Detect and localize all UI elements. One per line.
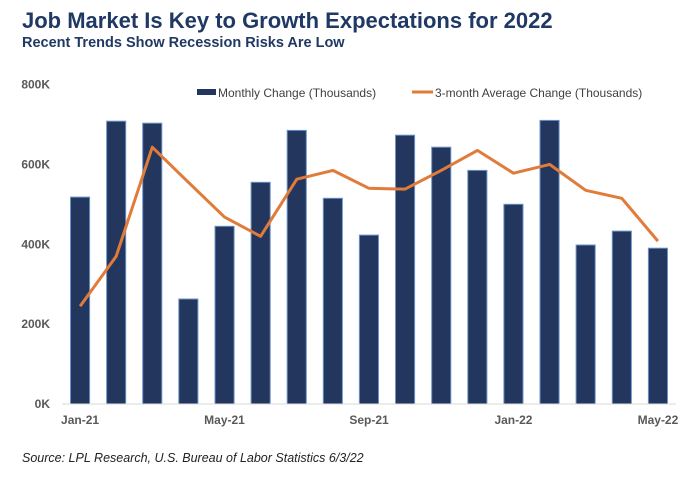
bar-jul-21 [286, 129, 307, 405]
x-tick-label: Jan-22 [494, 413, 532, 427]
bar-apr-22 [611, 230, 632, 405]
x-tick-label: Jan-21 [61, 413, 99, 427]
bar-sep-21 [358, 234, 379, 405]
legend-label-average: 3-month Average Change (Thousands) [435, 86, 642, 100]
bar-nov-21 [431, 146, 452, 405]
bar-feb-21 [106, 120, 127, 405]
y-tick-label: 0K [35, 397, 51, 411]
y-tick-label: 600K [21, 157, 50, 171]
x-tick-label: May-21 [204, 413, 245, 427]
bar-apr-21 [178, 298, 199, 405]
legend-swatch-monthly [197, 89, 216, 95]
bar-jan-21 [70, 196, 91, 405]
x-tick-label: Sep-21 [349, 413, 389, 427]
bar-may-21 [214, 225, 235, 405]
y-axis: 0K 200K 400K 600K 800K [21, 78, 50, 412]
bar-dec-21 [467, 169, 488, 405]
y-tick-label: 200K [21, 317, 50, 331]
source-note: Source: LPL Research, U.S. Bureau of Lab… [22, 451, 364, 465]
y-tick-label: 800K [21, 78, 50, 92]
x-tick-label: May-22 [638, 413, 679, 427]
average-line-series [78, 145, 660, 308]
chart-subtitle: Recent Trends Show Recession Risks Are L… [22, 35, 345, 51]
legend-label-monthly: Monthly Change (Thousands) [218, 86, 376, 100]
bar-series [70, 119, 669, 405]
chart-title: Job Market Is Key to Growth Expectations… [22, 8, 553, 33]
bar-oct-21 [395, 134, 416, 405]
y-tick-label: 400K [21, 237, 50, 251]
bar-mar-22 [575, 244, 596, 405]
bar-aug-21 [322, 197, 343, 405]
x-axis: Jan-21 May-21 Sep-21 Jan-22 May-22 [61, 413, 679, 427]
bar-jan-22 [503, 203, 524, 405]
legend: Monthly Change (Thousands) 3-month Avera… [197, 86, 642, 100]
bar-may-22 [647, 247, 669, 405]
bar-jun-21 [250, 181, 271, 405]
